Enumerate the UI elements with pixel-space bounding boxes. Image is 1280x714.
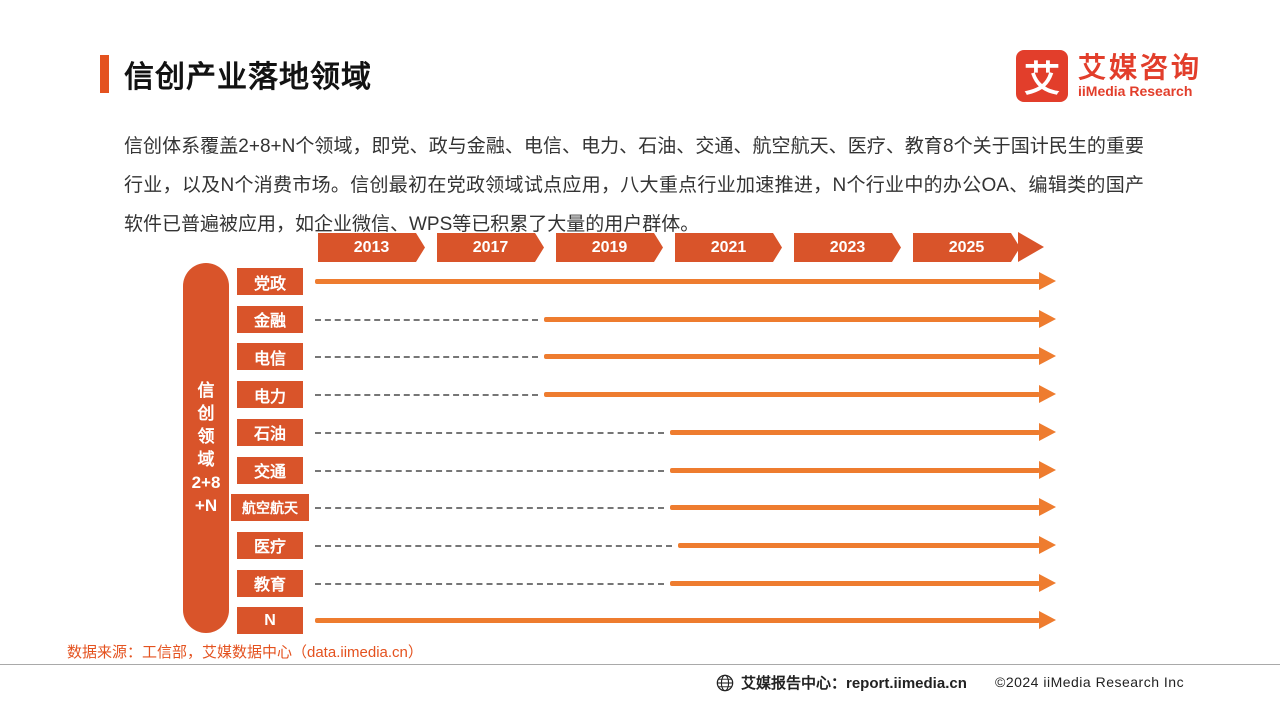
timeline-row: 医疗	[0, 531, 1280, 560]
row-track	[315, 532, 1056, 560]
row-track	[315, 570, 1056, 598]
pre-launch-dashed-line	[315, 582, 664, 585]
timeline-row: N	[0, 607, 1280, 635]
launch-solid-arrow	[544, 316, 1040, 322]
arrowhead-icon	[1039, 460, 1056, 479]
arrowhead-icon	[1039, 385, 1056, 404]
launch-solid-arrow	[678, 542, 1040, 548]
row-track	[315, 343, 1056, 371]
row-track	[315, 268, 1056, 296]
brand-logo: 艾 艾媒咨询 iiMedia Research	[1016, 50, 1202, 102]
year-box: 2017	[437, 233, 544, 262]
arrowhead-icon	[1039, 498, 1056, 517]
axis-label-line: 信	[197, 381, 215, 400]
row-track	[315, 306, 1056, 334]
year-box: 2023	[794, 233, 901, 262]
pre-launch-dashed-line	[315, 431, 664, 434]
year-box: 2021	[675, 233, 782, 262]
footer-report-url: 艾媒报告中心：report.iimedia.cn	[741, 675, 967, 692]
axis-label-line: 域	[197, 450, 215, 469]
launch-solid-arrow	[670, 429, 1040, 435]
axis-label-line: 2+8	[191, 473, 221, 492]
footer-divider	[0, 664, 1280, 665]
page-title: 信创产业落地领域	[124, 61, 372, 94]
pre-launch-dashed-line	[315, 544, 672, 547]
timeline-row: 教育	[0, 569, 1280, 598]
footer-copyright: ©2024 iiMedia Research Inc	[995, 674, 1185, 690]
arrowhead-icon	[1039, 422, 1056, 441]
timeline-row: 金融	[0, 305, 1280, 334]
row-track	[315, 457, 1056, 485]
launch-solid-arrow	[544, 392, 1040, 398]
row-track	[315, 494, 1056, 522]
row-label: 石油	[237, 418, 303, 446]
year-axis-arrowhead-icon	[1018, 232, 1044, 262]
timeline-row: 党政	[0, 268, 1280, 296]
pre-launch-dashed-line	[315, 469, 664, 472]
launch-solid-arrow	[315, 618, 1040, 624]
logo-text: 艾媒咨询 iiMedia Research	[1078, 52, 1203, 100]
row-label: 航空航天	[231, 494, 309, 522]
footer-report-center: 艾媒报告中心：report.iimedia.cn	[716, 672, 967, 693]
axis-label-line: +N	[194, 496, 218, 515]
launch-solid-arrow	[670, 467, 1040, 473]
timeline-row: 航空航天	[0, 494, 1280, 522]
page-header: 信创产业落地领域	[100, 52, 372, 96]
timeline-rows: 党政金融电信电力石油交通航空航天医疗教育 N	[0, 268, 1280, 648]
year-axis: 2013 2017 2019 2021 2023 2025	[318, 232, 1078, 262]
title-accent-bar	[100, 55, 109, 93]
pre-launch-dashed-line	[315, 394, 538, 397]
row-label: 党政	[237, 268, 303, 295]
year-box: 2025	[913, 233, 1020, 262]
logo-name-en: iiMedia Research	[1078, 83, 1193, 99]
axis-label-line: 领	[197, 427, 215, 446]
arrowhead-icon	[1039, 535, 1056, 554]
launch-solid-arrow	[315, 279, 1040, 284]
row-label: 教育	[237, 569, 303, 597]
launch-solid-arrow	[670, 505, 1040, 511]
row-label: 金融	[237, 305, 303, 333]
description-paragraph: 信创体系覆盖2+8+N个领域，即党、政与金融、电信、电力、石油、交通、航空航天、…	[124, 136, 1144, 235]
globe-icon	[716, 674, 734, 691]
timeline-row: 电力	[0, 381, 1280, 409]
timeline-row: 石油	[0, 418, 1280, 447]
axis-category-bar: 信创领域 2+8 +N	[183, 263, 229, 633]
arrowhead-icon	[1039, 611, 1056, 630]
row-track	[315, 381, 1056, 409]
logo-mark-icon: 艾	[1016, 50, 1068, 102]
row-label: 电力	[237, 381, 303, 409]
row-label: N	[237, 607, 303, 635]
year-box: 2019	[556, 233, 663, 262]
row-label: 医疗	[237, 531, 303, 559]
arrowhead-icon	[1039, 347, 1056, 366]
axis-label-line: 创	[197, 404, 215, 423]
arrowhead-icon	[1039, 309, 1056, 328]
launch-solid-arrow	[670, 580, 1040, 586]
pre-launch-dashed-line	[315, 507, 664, 510]
timeline-row: 交通	[0, 456, 1280, 485]
launch-solid-arrow	[544, 354, 1040, 360]
year-box: 2013	[318, 233, 425, 262]
arrowhead-icon	[1039, 272, 1056, 290]
row-label: 交通	[237, 456, 303, 484]
row-track	[315, 607, 1056, 635]
row-label: 电信	[237, 343, 303, 371]
timeline-row: 电信	[0, 343, 1280, 371]
logo-name-cn: 艾媒咨询	[1078, 52, 1203, 83]
row-track	[315, 419, 1056, 447]
pre-launch-dashed-line	[315, 318, 538, 321]
arrowhead-icon	[1039, 573, 1056, 592]
data-source-note: 数据来源：工信部，艾媒数据中心（data.iimedia.cn）	[67, 644, 423, 661]
pre-launch-dashed-line	[315, 356, 538, 359]
